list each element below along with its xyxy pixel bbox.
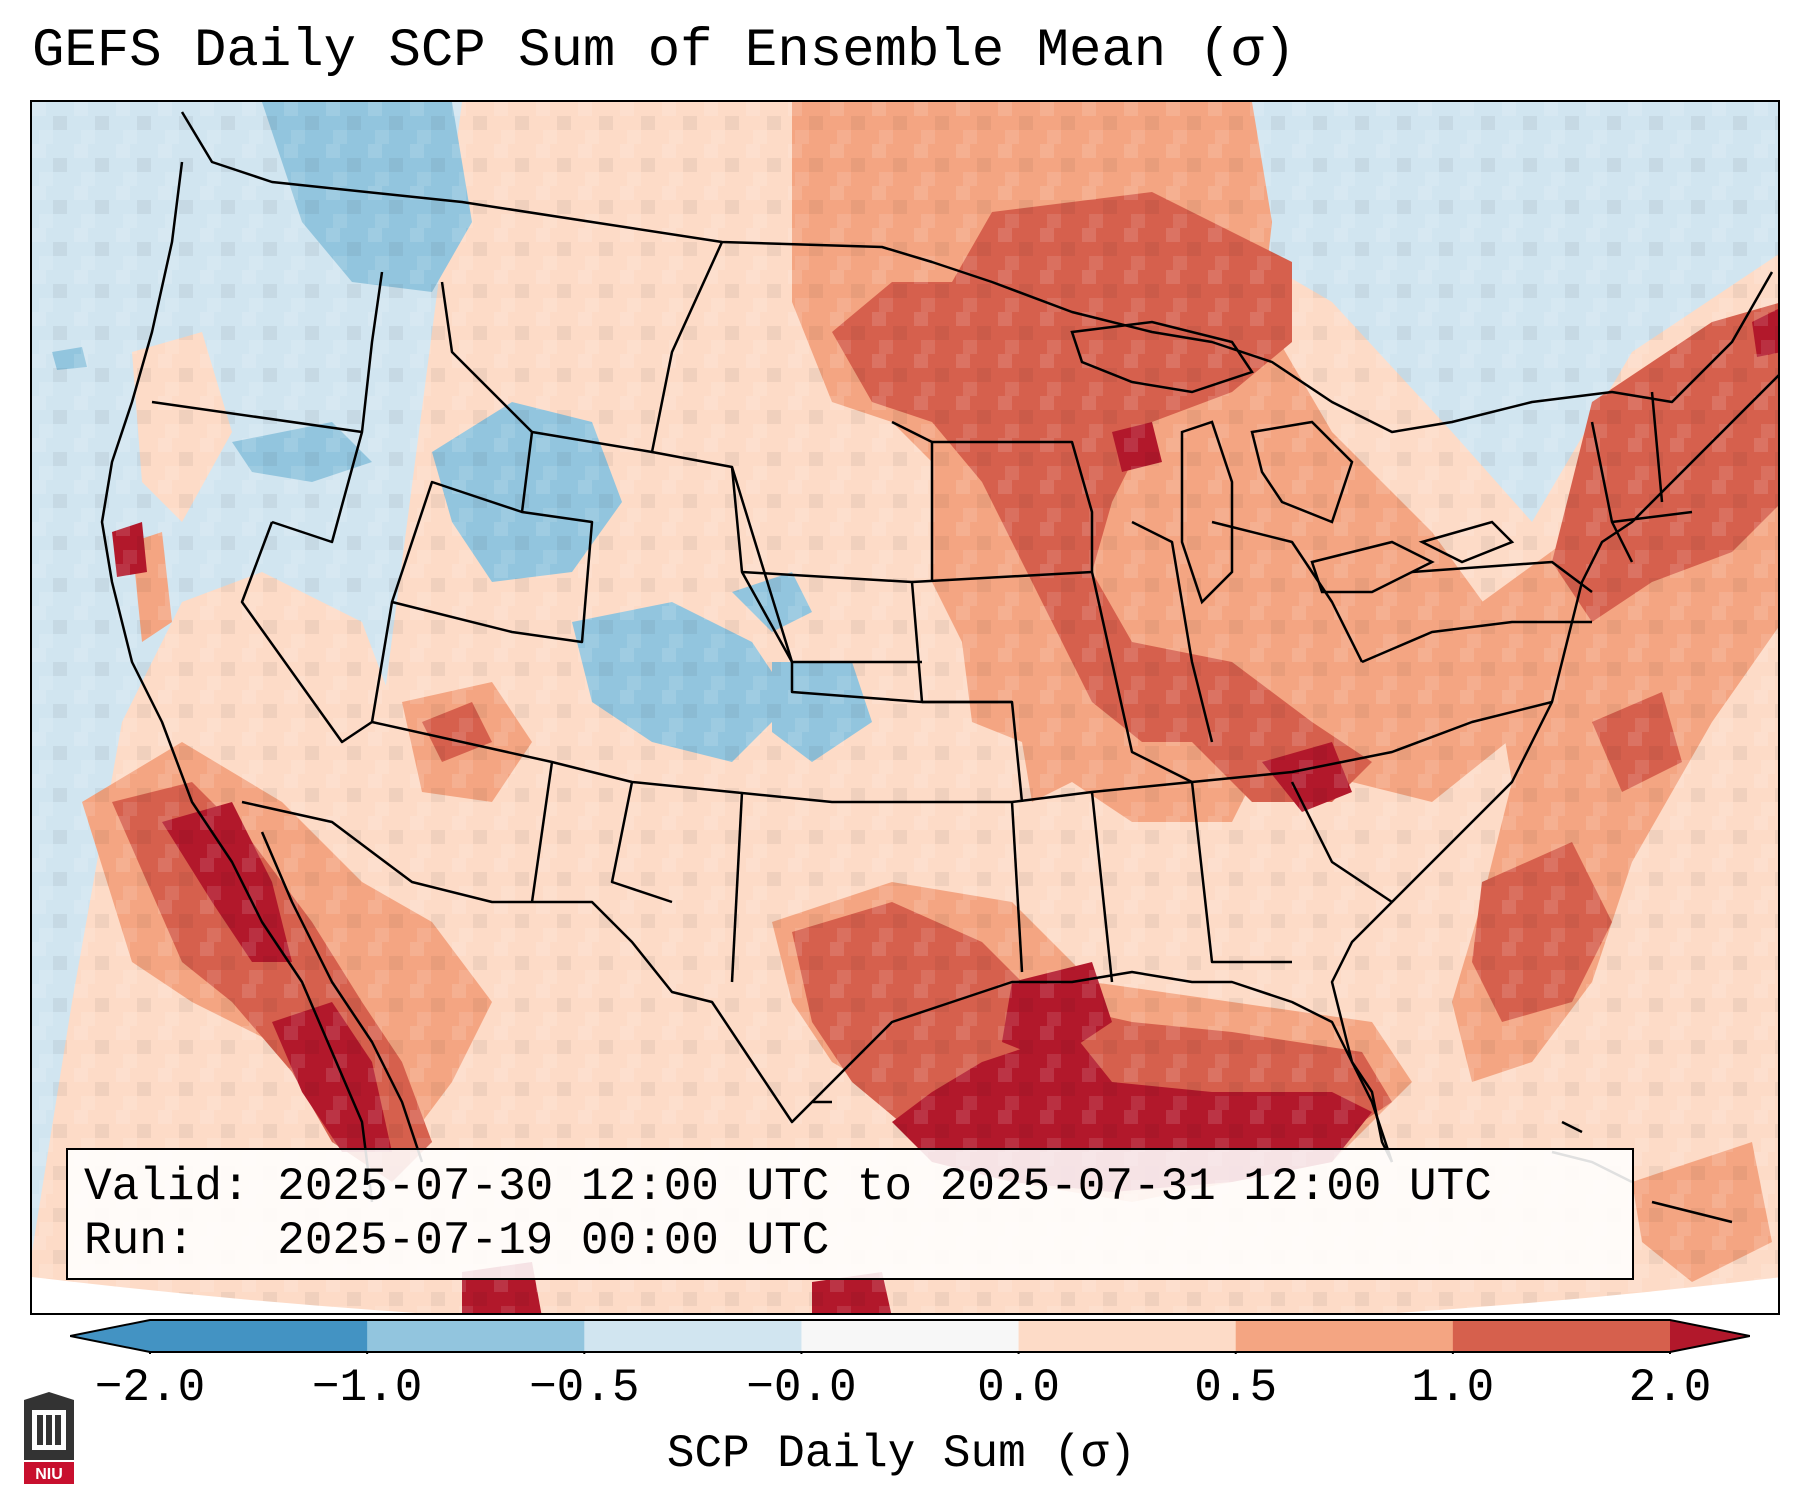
colorbar-tick-label: −2.0 (94, 1362, 206, 1414)
colorbar-tick-label: 0.0 (977, 1362, 1060, 1414)
map-panel (30, 100, 1780, 1315)
colorbar-extend-low (70, 1320, 150, 1352)
colorbar-tick-label: −0.5 (529, 1362, 640, 1414)
colorbar-tick-label: 1.0 (1411, 1362, 1495, 1414)
great-lakes (1070, 320, 1515, 605)
colorbar-segment (1452, 1320, 1671, 1352)
colorbar (70, 1319, 1750, 1354)
colorbar-segment (1235, 1320, 1454, 1352)
scp-anomaly-map (32, 102, 1778, 1313)
colorbar-segment (584, 1320, 802, 1352)
colorbar-segment (1018, 1320, 1237, 1352)
colorbar-tick-label: −1.0 (311, 1362, 423, 1414)
colorbar-segments (70, 1320, 1750, 1354)
colorbar-extend-high (1670, 1320, 1750, 1352)
niu-logo: NIU (24, 1392, 74, 1484)
colorbar-tick-label: 0.5 (1194, 1362, 1278, 1414)
state-borders (100, 111, 1778, 1203)
valid-time-text: Valid: 2025-07-30 12:00 UTC to 2025-07-3… (84, 1161, 1492, 1213)
grid-texture (32, 102, 1778, 1313)
colorbar-segment (367, 1320, 585, 1352)
projection-edge (32, 1277, 1778, 1313)
run-time-text: Run: 2025-07-19 00:00 UTC (84, 1215, 830, 1267)
colorbar-tick-label: 2.0 (1628, 1362, 1712, 1414)
colorbar-frame (70, 1319, 1750, 1353)
validity-info-box: Valid: 2025-07-30 12:00 UTC to 2025-07-3… (66, 1148, 1634, 1280)
colorbar-segment (801, 1320, 1020, 1352)
colorbar-segment (150, 1320, 368, 1352)
colorbar-tick-label: −0.0 (746, 1362, 857, 1414)
logo-text: NIU (35, 1466, 63, 1483)
chart-title: GEFS Daily SCP Sum of Ensemble Mean (σ) (32, 21, 1296, 82)
colorbar-title: SCP Daily Sum (σ) (666, 1428, 1137, 1480)
